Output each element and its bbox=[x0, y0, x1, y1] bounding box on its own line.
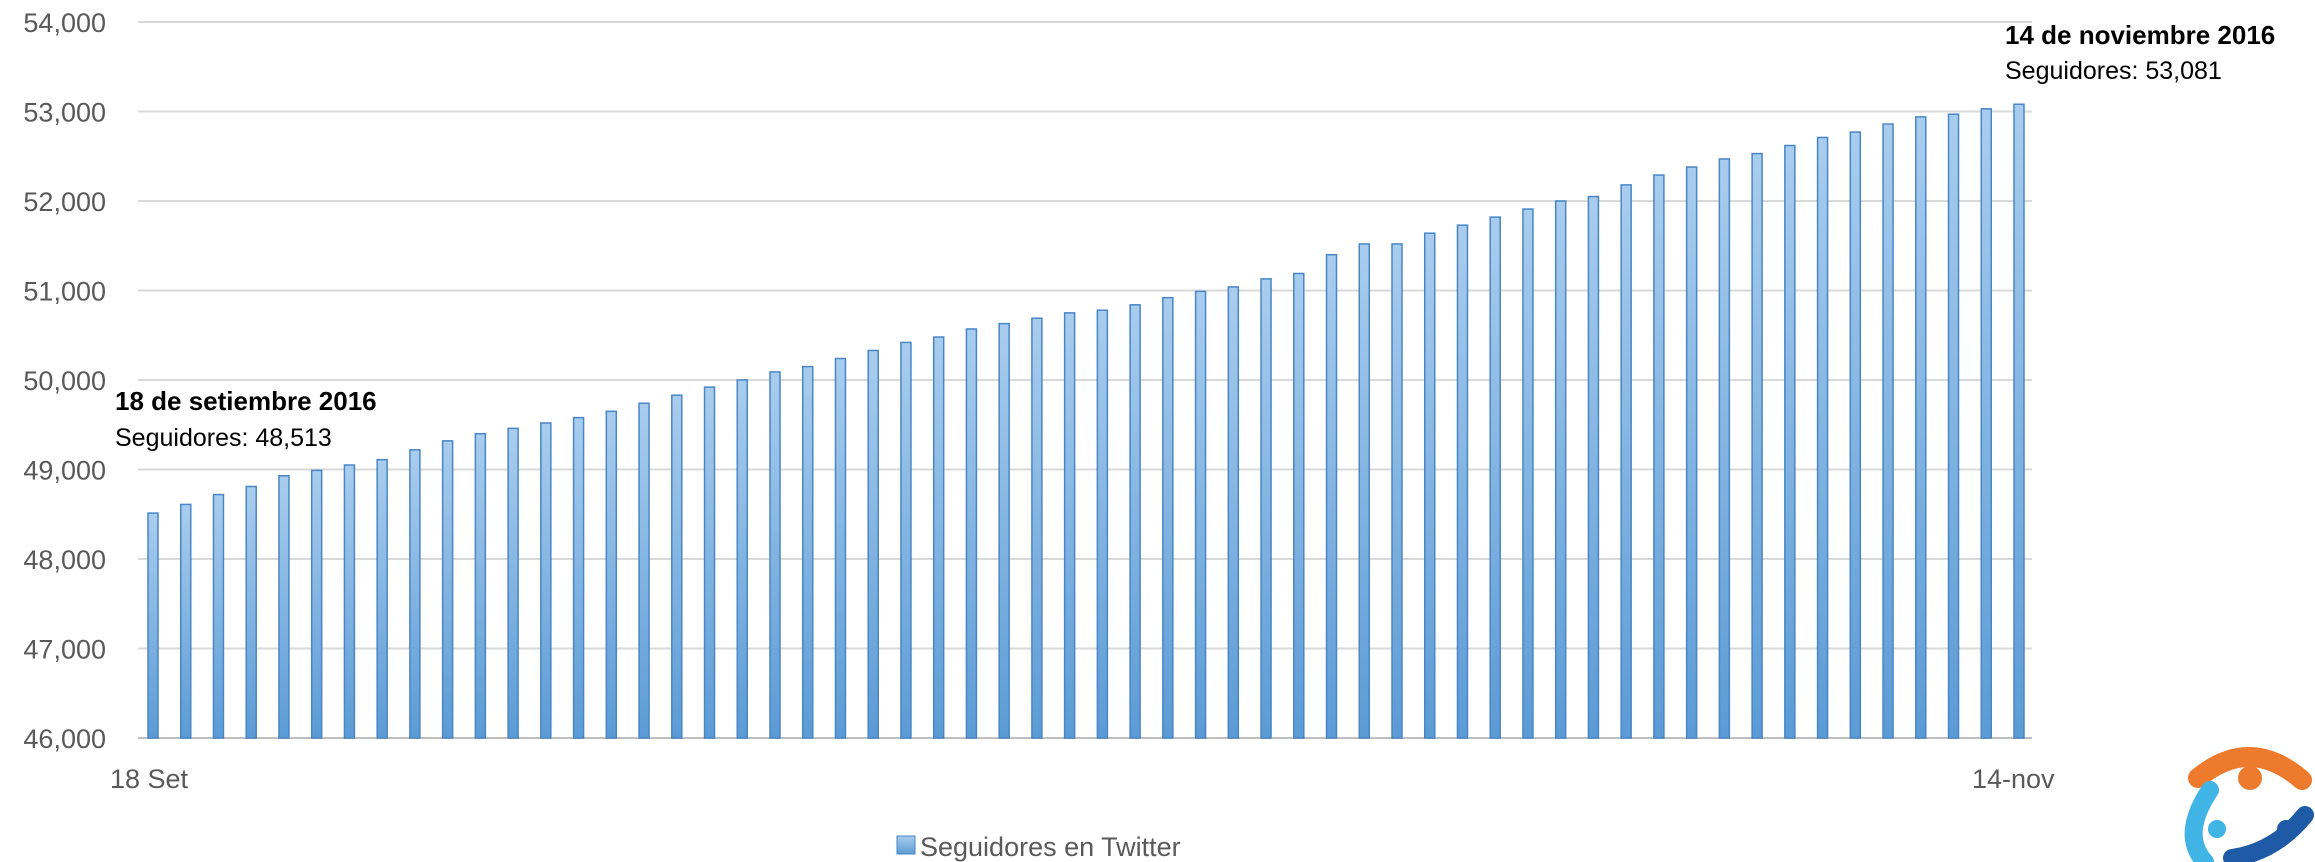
bar bbox=[1129, 304, 1141, 739]
bar bbox=[245, 485, 257, 739]
bar bbox=[1784, 144, 1796, 739]
bar bbox=[1816, 136, 1829, 739]
annotation-end-title: 14 de noviembre 2016 bbox=[2005, 20, 2275, 50]
y-tick-label: 46,000 bbox=[23, 724, 106, 754]
bar bbox=[572, 416, 585, 739]
bar bbox=[1685, 166, 1698, 739]
bar bbox=[801, 365, 814, 739]
y-axis-ticks: 46,000 47,000 48,000 49,000 50,000 51,000 52,0… bbox=[23, 8, 106, 754]
bar bbox=[147, 512, 159, 739]
bar bbox=[1162, 296, 1174, 739]
bar bbox=[1849, 131, 1862, 739]
bar bbox=[1227, 286, 1240, 739]
legend-label: Seguidores en Twitter bbox=[920, 832, 1181, 862]
bar bbox=[409, 449, 421, 739]
y-tick-label: 51,000 bbox=[23, 277, 106, 307]
bar bbox=[703, 386, 716, 739]
bar bbox=[1751, 152, 1763, 739]
y-tick-label: 53,000 bbox=[23, 98, 106, 128]
bar bbox=[1718, 158, 1731, 739]
bar bbox=[1980, 108, 1993, 739]
bars bbox=[147, 103, 2025, 739]
bar bbox=[1620, 184, 1632, 739]
bar bbox=[474, 432, 487, 739]
bar bbox=[1391, 243, 1403, 739]
bar bbox=[605, 410, 618, 739]
legend: Seguidores en Twitter bbox=[896, 832, 1181, 862]
bar bbox=[1489, 216, 1501, 739]
bar bbox=[1554, 200, 1567, 739]
bar bbox=[1653, 174, 1665, 739]
bar bbox=[376, 458, 388, 739]
bar bbox=[998, 322, 1010, 739]
bar bbox=[900, 341, 912, 739]
bar bbox=[343, 464, 356, 739]
bar bbox=[769, 371, 781, 739]
y-tick-label: 52,000 bbox=[23, 187, 106, 217]
bar bbox=[179, 503, 192, 739]
bar bbox=[1522, 208, 1534, 739]
bar bbox=[1293, 272, 1305, 739]
bar bbox=[932, 336, 945, 739]
bar bbox=[1915, 116, 1927, 739]
bar bbox=[2013, 103, 2025, 739]
bar bbox=[540, 422, 552, 739]
bar bbox=[441, 440, 454, 739]
bar bbox=[638, 402, 650, 739]
bar bbox=[507, 427, 519, 739]
bar bbox=[965, 328, 978, 739]
annotation-end-text: Seguidores: 53,081 bbox=[2005, 57, 2222, 85]
bar bbox=[212, 493, 225, 739]
bar bbox=[1456, 224, 1469, 739]
bar bbox=[1063, 312, 1076, 739]
bar bbox=[736, 379, 749, 739]
bar bbox=[1358, 243, 1371, 739]
bar bbox=[1096, 309, 1109, 739]
legend-swatch bbox=[896, 835, 916, 855]
bar bbox=[1194, 290, 1207, 739]
bar bbox=[671, 394, 683, 739]
bar bbox=[867, 349, 879, 739]
bar bbox=[834, 357, 847, 739]
bar bbox=[310, 469, 323, 739]
bar bbox=[1882, 123, 1894, 739]
bar bbox=[1325, 253, 1338, 739]
bar bbox=[1947, 113, 1960, 739]
bar bbox=[1260, 278, 1272, 739]
bar bbox=[1031, 317, 1043, 739]
annotation-start-text: Seguidores: 48,513 bbox=[115, 424, 332, 452]
x-start-label: 18 Set bbox=[110, 764, 189, 794]
bar bbox=[1587, 195, 1600, 739]
y-tick-label: 54,000 bbox=[23, 8, 106, 38]
bar bbox=[1423, 232, 1436, 739]
bar bbox=[278, 475, 290, 739]
y-tick-label: 50,000 bbox=[23, 366, 106, 396]
brand-logo bbox=[2184, 747, 2314, 862]
y-tick-label: 48,000 bbox=[23, 545, 106, 575]
x-end-label: 14-nov bbox=[1972, 764, 2055, 794]
annotation-start-title: 18 de setiembre 2016 bbox=[115, 386, 377, 416]
y-tick-label: 49,000 bbox=[23, 456, 106, 486]
y-tick-label: 47,000 bbox=[23, 635, 106, 665]
gridlines bbox=[138, 21, 2032, 739]
